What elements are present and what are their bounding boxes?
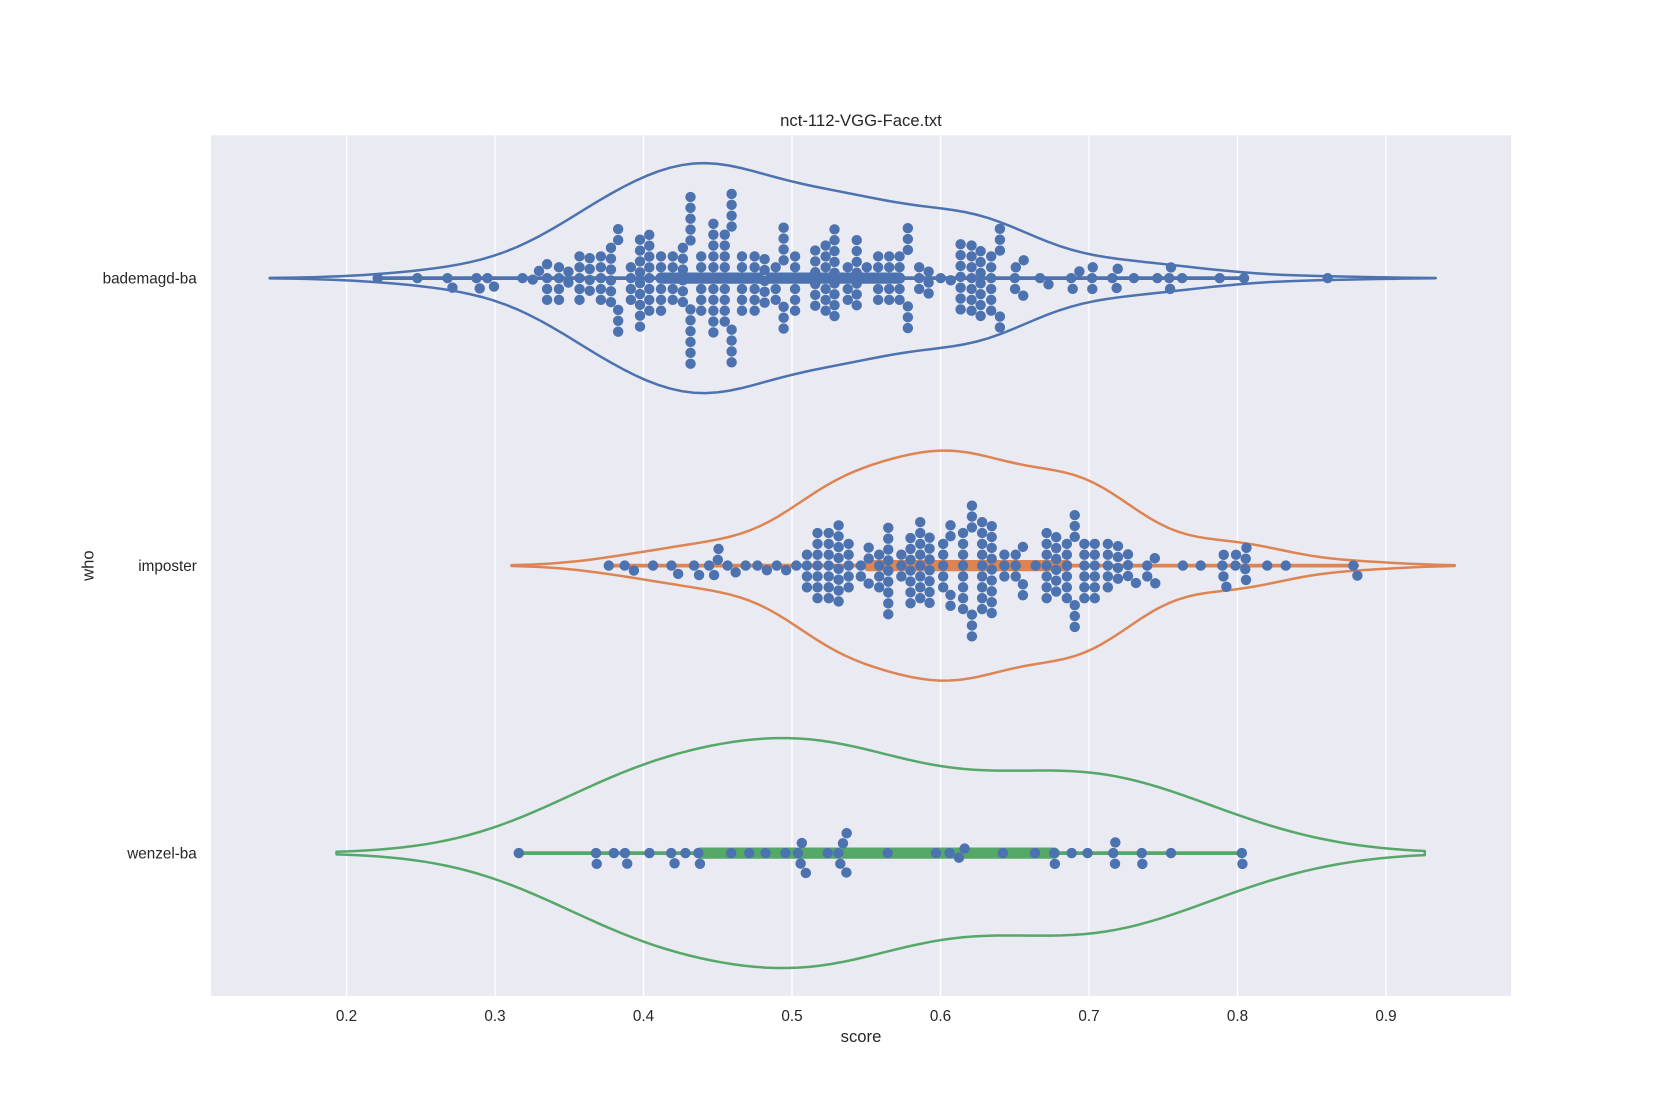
svg-text:wenzel-ba: wenzel-ba: [126, 846, 197, 863]
svg-text:nct-112-VGG-Face.txt: nct-112-VGG-Face.txt: [780, 111, 942, 130]
svg-text:0.8: 0.8: [1227, 1008, 1248, 1025]
svg-text:0.5: 0.5: [781, 1008, 802, 1025]
svg-text:score: score: [841, 1027, 882, 1046]
svg-text:0.4: 0.4: [633, 1008, 655, 1025]
svg-text:bademagd-ba: bademagd-ba: [103, 271, 198, 288]
svg-text:0.2: 0.2: [336, 1008, 357, 1025]
svg-text:0.7: 0.7: [1078, 1008, 1099, 1025]
svg-text:0.3: 0.3: [484, 1008, 505, 1025]
svg-text:imposter: imposter: [138, 558, 197, 575]
svg-text:0.6: 0.6: [930, 1008, 951, 1025]
svg-text:who: who: [79, 550, 98, 582]
svg-text:0.9: 0.9: [1375, 1008, 1396, 1025]
